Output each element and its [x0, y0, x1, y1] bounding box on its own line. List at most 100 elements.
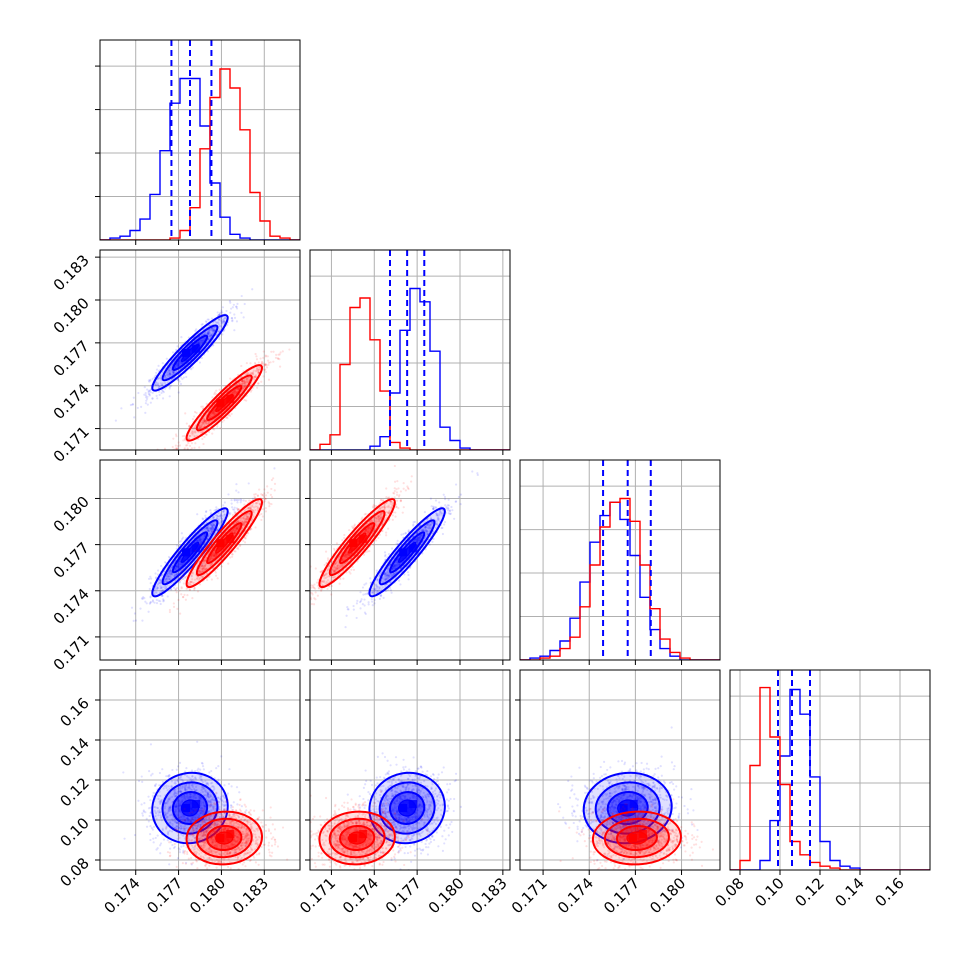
scatter-point: [223, 516, 226, 519]
scatter-point: [175, 348, 178, 351]
scatter-point: [362, 593, 365, 596]
scatter-point: [161, 361, 164, 365]
scatter-point: [200, 565, 203, 568]
y-tick-label: 0.171: [50, 631, 93, 674]
scatter-point: [169, 575, 172, 578]
scatter-point: [257, 371, 260, 374]
panel-frame: [309, 249, 511, 451]
scatter-point: [149, 391, 152, 394]
scatter-point: [394, 563, 397, 567]
scatter-point: [203, 533, 206, 537]
scatter-point: [246, 377, 249, 381]
scatter-point: [211, 525, 214, 528]
scatter-point: [198, 427, 201, 430]
scatter-point: [375, 587, 379, 590]
scatter-point: [172, 370, 175, 373]
scatter-point: [221, 519, 224, 522]
scatter-point: [218, 337, 221, 341]
scatter-point: [402, 532, 405, 536]
scatter-point: [193, 415, 196, 418]
scatter-point: [239, 519, 242, 523]
scatter-point: [157, 582, 160, 585]
scatter-point: [235, 547, 238, 550]
scatter-point: [144, 411, 147, 414]
scatter-point: [210, 554, 213, 557]
scatter-point: [237, 508, 240, 511]
scatter-point: [209, 334, 212, 337]
scatter-point: [198, 569, 201, 572]
scatter-point: [193, 426, 196, 430]
scatter-point: [168, 395, 171, 398]
scatter-point: [182, 595, 185, 599]
scatter-point: [200, 339, 203, 342]
scatter-point: [204, 419, 208, 423]
scatter-point: [206, 331, 209, 334]
scatter-point: [251, 372, 254, 375]
scatter-point: [257, 371, 260, 374]
scatter-point: [246, 518, 250, 521]
scatter-point: [168, 573, 172, 576]
scatter-point: [436, 513, 439, 516]
scatter-point: [252, 372, 255, 376]
scatter-point: [161, 390, 165, 393]
scatter-point: [210, 412, 213, 416]
scatter-point: [254, 526, 257, 529]
scatter-point: [148, 380, 151, 383]
scatter-point: [168, 569, 171, 573]
scatter-point: [221, 518, 224, 521]
scatter-point: [217, 527, 220, 530]
scatter-point: [243, 503, 246, 506]
scatter-point: [170, 588, 173, 591]
scatter-point: [184, 438, 187, 442]
scatter-point: [207, 332, 210, 335]
scatter-point: [230, 530, 234, 533]
scatter-point: [243, 508, 246, 512]
scatter-point: [251, 371, 255, 374]
scatter-point: [154, 587, 157, 590]
scatter-point: [188, 434, 192, 438]
scatter-point: [161, 384, 164, 387]
scatter-point: [219, 514, 222, 517]
scatter-point: [226, 514, 230, 518]
scatter-point: [139, 607, 142, 610]
scatter-point: [229, 556, 232, 559]
scatter-point: [177, 361, 180, 364]
scatter-point: [229, 301, 232, 304]
scatter-point: [207, 333, 210, 336]
scatter-point: [254, 375, 257, 378]
scatter-point: [248, 512, 251, 515]
scatter-point: [212, 523, 215, 527]
scatter-point: [243, 398, 246, 402]
scatter-point: [244, 519, 247, 522]
scatter-point: [156, 573, 160, 576]
scatter-point: [220, 517, 223, 520]
scatter-point: [231, 391, 234, 395]
scatter-point: [207, 528, 210, 531]
scatter-point: [208, 329, 211, 332]
scatter-point: [151, 600, 155, 603]
scatter-point: [161, 382, 164, 385]
scatter-point: [236, 519, 240, 522]
panel-content: [310, 250, 510, 450]
scatter-point: [262, 501, 266, 504]
scatter-point: [245, 513, 248, 516]
scatter-point: [171, 445, 174, 449]
scatter-point: [160, 384, 163, 387]
scatter-point: [363, 583, 366, 586]
scatter-point: [235, 498, 238, 501]
scatter-point: [209, 532, 212, 535]
scatter-point: [235, 528, 238, 531]
scatter-point: [145, 602, 148, 605]
scatter-point: [205, 402, 208, 405]
scatter-point: [155, 588, 159, 591]
scatter-point: [268, 502, 271, 505]
scatter-point: [156, 586, 159, 589]
scatter-point: [252, 511, 256, 514]
density-peak: [182, 348, 190, 357]
scatter-point: [177, 565, 180, 568]
scatter-point: [159, 377, 162, 380]
scatter-point: [181, 435, 184, 438]
scatter-point: [185, 444, 188, 447]
scatter-point: [246, 507, 250, 510]
scatter-point: [233, 389, 237, 392]
